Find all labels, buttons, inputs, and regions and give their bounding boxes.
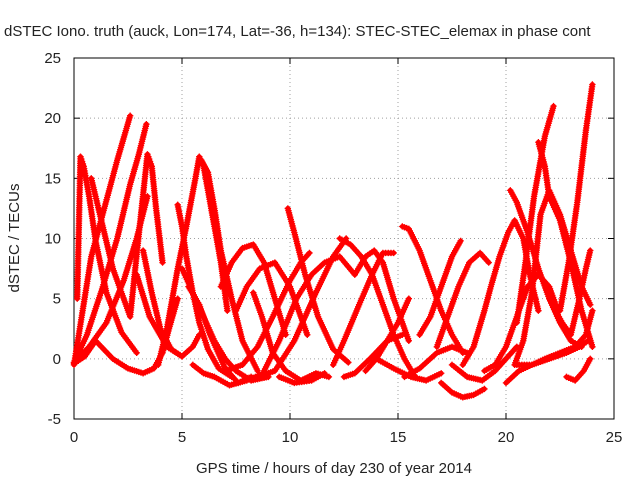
- data-point: [550, 102, 557, 110]
- data-point: [589, 307, 596, 314]
- chart-title: dSTEC Iono. truth (auck, Lon=174, Lat=-3…: [4, 23, 591, 40]
- y-tick-label: 0: [53, 351, 61, 368]
- x-tick-label: 0: [70, 429, 78, 446]
- data-point: [178, 353, 186, 360]
- x-tick-label: 20: [498, 429, 515, 446]
- data-series: [260, 253, 358, 375]
- data-series: [139, 247, 186, 360]
- data-points: [70, 81, 596, 401]
- data-series: [373, 355, 445, 384]
- data-series: [189, 361, 268, 389]
- data-point: [405, 337, 412, 344]
- data-point: [589, 343, 596, 350]
- data-series: [416, 237, 464, 338]
- data-point: [589, 81, 596, 88]
- y-tick-label: 15: [44, 170, 61, 187]
- data-series: [513, 102, 557, 326]
- data-point: [133, 349, 140, 357]
- y-tick-label: -5: [48, 411, 61, 428]
- data-point: [587, 355, 594, 363]
- data-point: [390, 249, 397, 257]
- y-tick-label: 25: [44, 50, 61, 67]
- data-point: [159, 259, 166, 266]
- data-point: [321, 370, 328, 377]
- data-point: [126, 112, 134, 119]
- y-tick-label: 10: [44, 231, 61, 248]
- data-point: [304, 331, 311, 338]
- data-point: [143, 120, 150, 128]
- x-axis-ticks: 0 5 10 15 20 25: [70, 58, 623, 446]
- data-point: [405, 295, 412, 302]
- y-tick-label: 5: [53, 291, 61, 308]
- data-point: [584, 337, 592, 344]
- data-point: [587, 247, 594, 254]
- data-series: [535, 139, 596, 350]
- data-point: [306, 249, 313, 257]
- data-point: [224, 307, 231, 314]
- data-series: [556, 81, 596, 314]
- data-series: [340, 331, 406, 381]
- data-series: [351, 247, 412, 344]
- data-point: [345, 359, 352, 366]
- data-series: [513, 337, 592, 369]
- data-point: [144, 193, 151, 200]
- y-axis-ticks: -5 0 5 10 15 20 25: [44, 50, 614, 428]
- data-point: [587, 301, 594, 308]
- data-point: [438, 370, 445, 377]
- data-series: [401, 343, 471, 381]
- data-point: [481, 385, 488, 393]
- data-series: [433, 249, 492, 350]
- x-tick-label: 15: [390, 429, 407, 446]
- data-point: [535, 307, 542, 314]
- y-tick-label: 20: [44, 110, 61, 127]
- data-series: [448, 343, 520, 384]
- data-point: [457, 237, 464, 245]
- data-point: [325, 373, 333, 381]
- series-trail: [434, 250, 492, 350]
- data-series: [438, 379, 488, 401]
- data-series: [155, 153, 231, 369]
- x-tick-label: 25: [606, 429, 623, 446]
- data-series: [276, 370, 328, 387]
- data-series: [399, 223, 466, 357]
- x-axis-label: GPS time / hours of day 230 of year 2014: [196, 460, 472, 477]
- data-series: [563, 355, 594, 384]
- x-tick-label: 5: [178, 429, 186, 446]
- data-point: [485, 259, 492, 266]
- y-axis-label: dSTEC / TECUs: [6, 184, 23, 293]
- data-series: [546, 247, 594, 338]
- data-series: [70, 120, 150, 366]
- data-point: [174, 295, 181, 302]
- x-tick-label: 10: [282, 429, 299, 446]
